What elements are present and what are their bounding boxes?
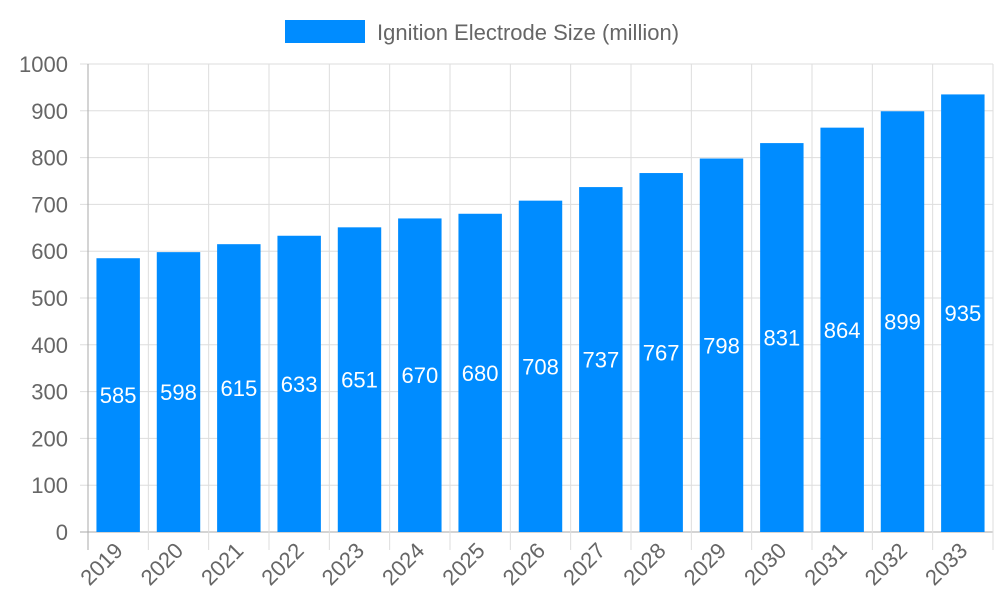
x-tick-label: 2020: [136, 538, 188, 590]
y-tick-label: 300: [31, 380, 68, 405]
bar: [639, 173, 683, 532]
data-label: 598: [160, 380, 197, 405]
bar: [760, 143, 804, 533]
data-label: 864: [824, 318, 861, 343]
x-tick-label: 2025: [437, 538, 489, 590]
x-tick-label: 2028: [618, 538, 670, 590]
bar: [277, 235, 321, 533]
data-label: 585: [100, 383, 137, 408]
x-tick-label: 2026: [498, 538, 550, 590]
y-tick-label: 900: [31, 99, 68, 124]
legend-swatch: [285, 20, 365, 43]
bar: [699, 158, 744, 532]
x-tick-label: 2027: [558, 538, 610, 590]
data-label: 633: [281, 372, 318, 397]
y-tick-label: 200: [31, 426, 68, 451]
bar: [579, 187, 623, 533]
data-label: 899: [884, 310, 921, 335]
bar: [337, 227, 382, 532]
bar: [398, 218, 442, 532]
x-tick-label: 2029: [679, 538, 731, 590]
legend-label: Ignition Electrode Size (million): [377, 20, 679, 45]
bar: [217, 244, 261, 532]
x-tick-label: 2030: [739, 538, 791, 590]
x-tick-label: 2022: [256, 538, 308, 590]
data-label: 767: [643, 341, 680, 366]
data-label: 651: [341, 368, 378, 393]
bar: [156, 252, 201, 533]
y-tick-label: 600: [31, 239, 68, 264]
data-label: 615: [220, 376, 257, 401]
x-tick-label: 2032: [860, 538, 912, 590]
y-tick-label: 800: [31, 146, 68, 171]
bar: [941, 94, 985, 533]
bar: [880, 111, 925, 532]
x-tick-label: 2023: [317, 538, 369, 590]
x-tick-label: 2031: [799, 538, 851, 590]
bar: [458, 213, 502, 532]
bar: [820, 127, 864, 532]
x-tick-label: 2024: [377, 538, 429, 590]
y-tick-label: 100: [31, 473, 68, 498]
data-label: 737: [582, 348, 619, 373]
data-label: 670: [401, 363, 438, 388]
y-tick-label: 500: [31, 286, 68, 311]
data-label: 798: [703, 333, 740, 358]
x-tick-label: 2021: [196, 538, 248, 590]
y-tick-label: 400: [31, 333, 68, 358]
data-label: 680: [462, 361, 499, 386]
x-tick-label: 2019: [75, 538, 127, 590]
data-label: 831: [763, 326, 800, 351]
data-label: 708: [522, 354, 559, 379]
bar: [96, 258, 140, 532]
data-label: 935: [944, 301, 981, 326]
x-tick-label: 2033: [920, 538, 972, 590]
bar: [518, 200, 563, 532]
y-tick-label: 1000: [19, 52, 68, 77]
y-tick-label: 0: [56, 520, 68, 545]
y-tick-label: 700: [31, 192, 68, 217]
